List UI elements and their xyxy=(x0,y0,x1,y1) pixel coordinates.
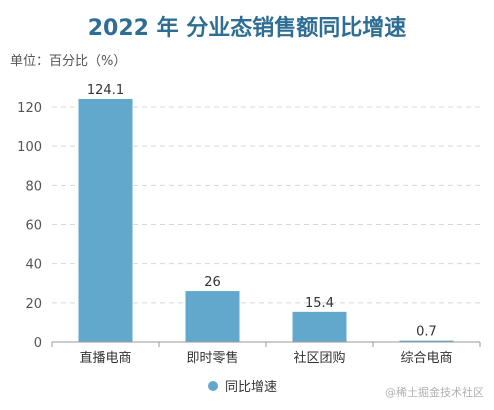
x-tick-label: 综合电商 xyxy=(400,351,452,366)
legend[interactable]: 同比增速 xyxy=(208,380,277,395)
chart-title: 2022 年 分业态销售额同比增速 xyxy=(88,15,407,41)
y-tick-label: 80 xyxy=(25,179,42,194)
y-tick-label: 100 xyxy=(17,140,42,155)
legend-label: 同比增速 xyxy=(225,380,277,395)
legend-marker xyxy=(208,381,218,391)
y-tick-label: 40 xyxy=(25,258,42,273)
y-axis: 0 20 40 60 80 100 120 xyxy=(17,101,42,351)
bar xyxy=(185,291,240,342)
bar xyxy=(78,98,133,343)
x-axis: 直播电商 即时零售 社区团购 综合电商 xyxy=(51,341,481,366)
data-label: 0.7 xyxy=(416,325,437,340)
unit-label: 单位：百分比（%） xyxy=(10,54,126,69)
bars: 124.1 26 15.4 0.7 xyxy=(78,83,454,343)
watermark: @稀土掘金技术社区 xyxy=(385,385,484,399)
data-label: 15.4 xyxy=(305,296,334,311)
bar xyxy=(292,311,347,342)
bar xyxy=(399,340,454,342)
x-tick-label: 直播电商 xyxy=(79,351,131,366)
x-tick-label: 社区团购 xyxy=(293,350,345,366)
data-label: 124.1 xyxy=(87,83,124,98)
data-label: 26 xyxy=(204,275,221,290)
y-tick-label: 20 xyxy=(25,297,42,312)
y-tick-label: 0 xyxy=(34,336,42,351)
x-tick-label: 即时零售 xyxy=(186,350,238,366)
y-tick-label: 60 xyxy=(25,219,42,234)
y-tick-label: 120 xyxy=(17,101,42,116)
